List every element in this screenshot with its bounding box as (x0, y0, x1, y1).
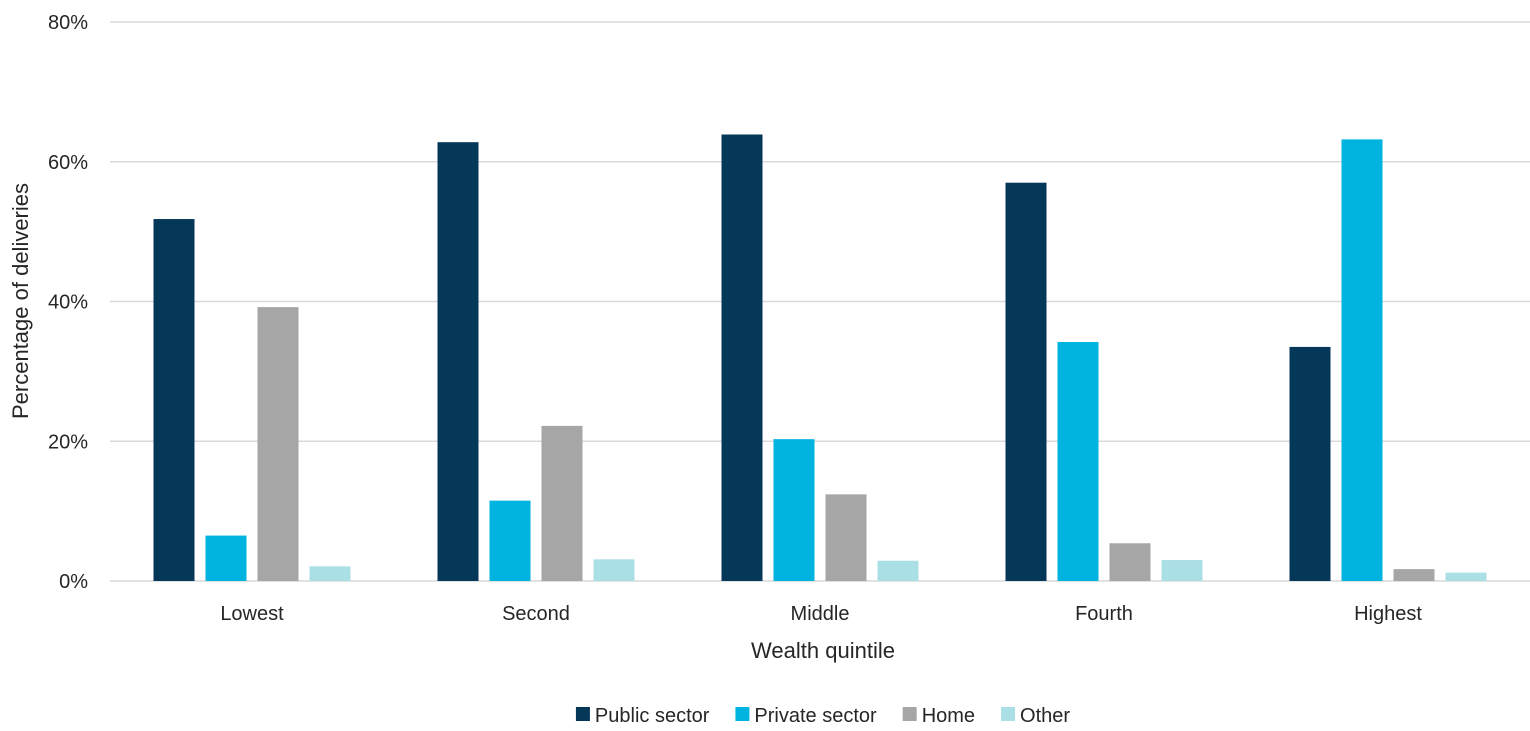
legend-item: Other (1001, 705, 1070, 727)
bar (541, 425, 583, 581)
legend-swatch (575, 707, 590, 721)
y-axis-ticks: 0% 20% 40% 60% 80% (48, 12, 88, 593)
bar (1341, 139, 1383, 581)
bar (877, 560, 919, 581)
bar (489, 500, 531, 581)
bar (1289, 346, 1331, 581)
x-axis-title: Wealth quintile (751, 638, 895, 663)
bar (153, 219, 195, 582)
x-tick-label: Highest (1354, 603, 1422, 625)
legend-item: Private sector (735, 705, 877, 727)
legend-item: Home (902, 705, 975, 727)
x-tick-label: Second (502, 603, 570, 625)
x-tick-label: Middle (791, 603, 850, 625)
y-tick-label: 60% (48, 152, 88, 174)
bar (309, 566, 351, 581)
bar (1161, 560, 1203, 581)
legend-item: Public sector (575, 705, 710, 727)
legend-label: Private sector (754, 705, 877, 727)
x-tick-label: Fourth (1075, 603, 1133, 625)
bar (773, 439, 815, 581)
legend-swatch (902, 707, 917, 721)
legend-label: Home (922, 705, 975, 727)
legend: Public sector Private sector Home Other (575, 705, 1070, 727)
bar (437, 142, 479, 581)
bar (593, 559, 635, 581)
bar (721, 134, 763, 581)
bar (205, 535, 247, 581)
bar (1109, 543, 1151, 581)
x-tick-label: Lowest (220, 603, 284, 625)
y-tick-label: 0% (59, 571, 88, 593)
bar (257, 307, 299, 581)
y-axis-title: Percentage of deliveries (8, 183, 33, 419)
bar (825, 494, 867, 581)
bar (1057, 342, 1099, 581)
x-axis-ticks: Lowest Second Middle Fourth Highest (220, 603, 1422, 625)
bar (1005, 182, 1047, 581)
legend-label: Public sector (595, 705, 710, 727)
legend-swatch (1001, 707, 1016, 721)
legend-label: Other (1020, 705, 1070, 727)
y-tick-label: 80% (48, 12, 88, 34)
bar (1393, 569, 1435, 581)
y-tick-label: 20% (48, 431, 88, 453)
bars (153, 134, 1487, 582)
y-tick-label: 40% (48, 292, 88, 314)
bar (1445, 572, 1487, 581)
legend-swatch (735, 707, 750, 721)
